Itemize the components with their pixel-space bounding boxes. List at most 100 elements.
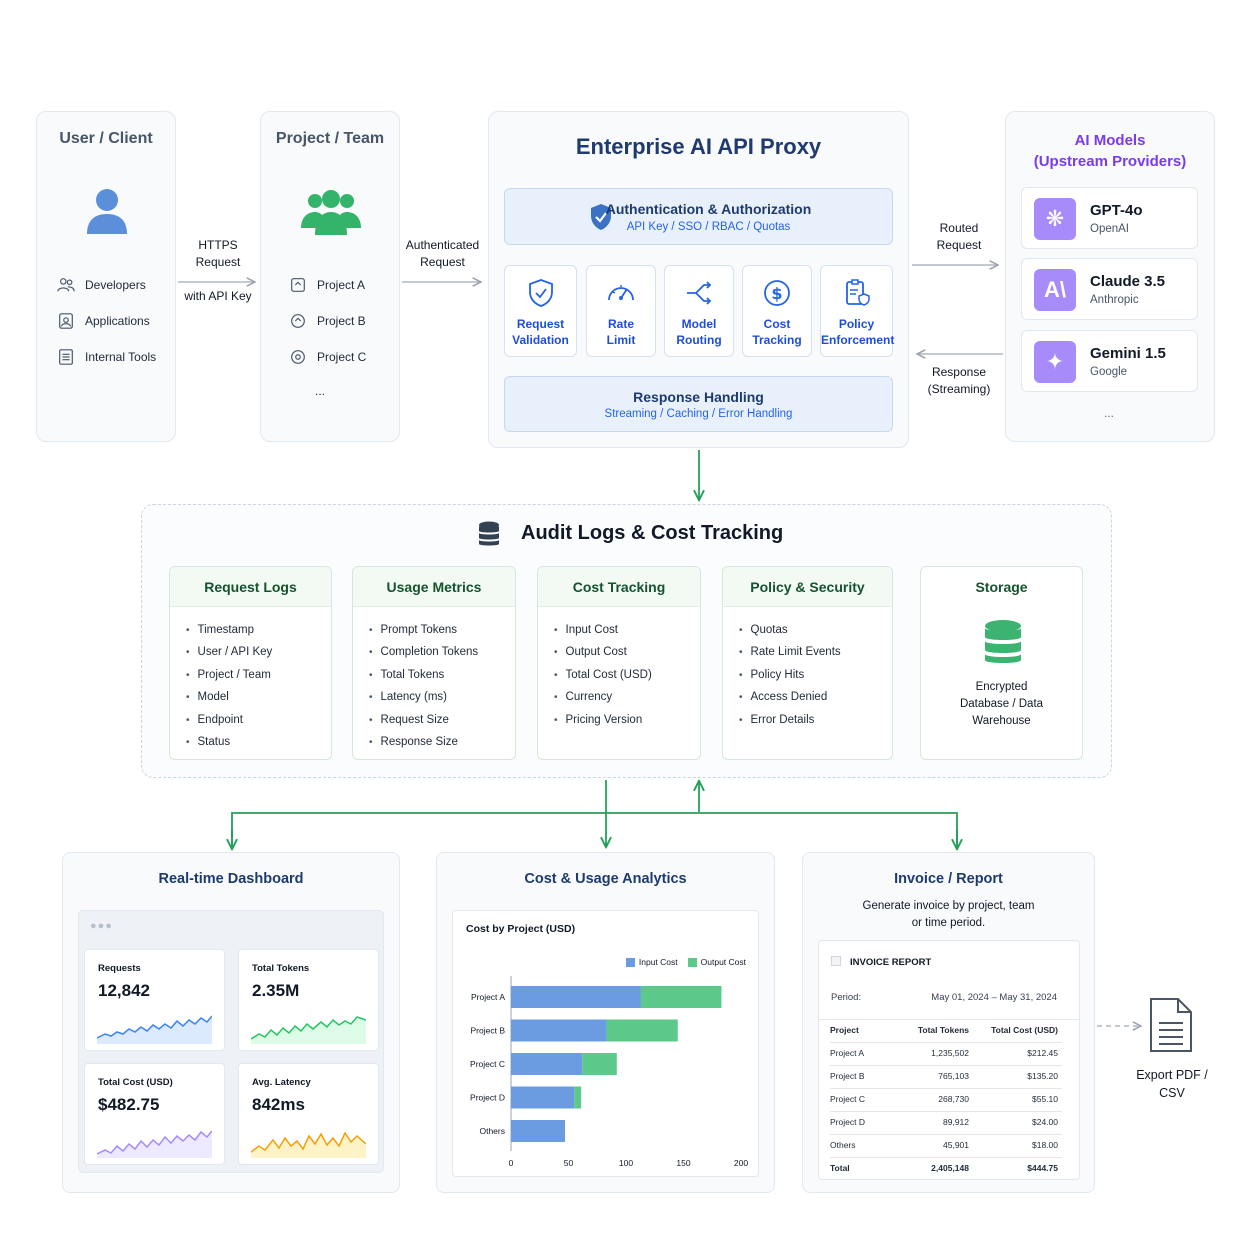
legend-output: Output Cost: [687, 957, 746, 967]
user-client-panel: User / Client Developers Applications In…: [36, 111, 176, 442]
report-title: INVOICE REPORT: [850, 957, 932, 968]
client-item-label: Internal Tools: [85, 350, 157, 364]
project-more: ...: [315, 384, 326, 398]
shield-check-icon: [591, 204, 611, 230]
card-title: Storage: [921, 567, 1082, 607]
window-dots: ●●●: [90, 920, 113, 932]
policy-icon: [845, 279, 870, 306]
report-icon: [831, 956, 841, 966]
table-cell: 1,235,502: [931, 1048, 969, 1058]
project-icon: [291, 314, 305, 328]
step-label-line: Tracking: [752, 333, 802, 347]
chart-legend: Input Cost Output Cost: [625, 957, 746, 967]
step-label: Cost Tracking: [743, 316, 811, 348]
project-item-c: Project C: [289, 348, 366, 366]
list-item: Endpoint: [186, 712, 272, 734]
chart-title: Cost by Project (USD): [466, 923, 576, 935]
table-cell: $444.75: [1027, 1163, 1058, 1173]
category-label: Project C: [470, 1059, 505, 1069]
models-more: ...: [1104, 406, 1115, 420]
metric-label: Total Tokens: [252, 963, 310, 974]
client-item-applications: Applications: [57, 312, 150, 330]
svg-text:$: $: [771, 284, 782, 303]
period-value: May 01, 2024 – May 31, 2024: [931, 992, 1057, 1003]
x-tick-label: 200: [734, 1158, 748, 1168]
list-item: Output Cost: [554, 644, 652, 666]
metric-avg-latency: Avg. Latency 842ms: [238, 1063, 379, 1165]
anthropic-icon: A\: [1034, 269, 1076, 311]
table-cell: Project B: [830, 1071, 865, 1081]
invoice-desc: Generate invoice by project, team or tim…: [803, 898, 1094, 932]
sparkline: [251, 1131, 366, 1158]
project-item-label: Project B: [317, 314, 366, 328]
gemini-icon: ✦: [1034, 341, 1076, 383]
https-label-line: HTTPS: [198, 238, 238, 252]
card-storage: Storage Encrypted Database / Data Wareho…: [920, 566, 1083, 760]
table-row: Others 45,901 $18.00: [830, 1135, 1062, 1158]
project-icon: [291, 278, 305, 292]
table-cell: $55.10: [1032, 1094, 1058, 1104]
export-label-line: Export PDF /: [1136, 1068, 1208, 1082]
document-icon: [59, 349, 73, 365]
category-label: Project D: [470, 1093, 505, 1103]
invoice-desc-line: Generate invoice by project, team: [862, 900, 1035, 912]
category-label: Project B: [471, 1026, 506, 1036]
step-label-line: Validation: [512, 333, 569, 347]
list-item: Policy Hits: [739, 667, 841, 689]
bar-input-cost: [511, 986, 641, 1008]
card-title: Usage Metrics: [353, 567, 515, 607]
authenticated-label: Authenticated Request: [400, 237, 485, 271]
routed-label-line: Routed: [939, 221, 979, 235]
list-item: Total Cost (USD): [554, 667, 652, 689]
https-label-line: Request: [195, 255, 241, 269]
response-label: Response (Streaming): [918, 364, 1000, 398]
bar-input-cost: [511, 1086, 575, 1109]
list-item: Status: [186, 734, 272, 756]
file-icon: [1150, 998, 1192, 1052]
table-cell: $18.00: [1032, 1140, 1058, 1150]
auth-label-line: Request: [420, 255, 465, 269]
invoice-title: Invoice / Report: [894, 871, 1003, 887]
table-row: Project B 765,103 $135.20: [830, 1066, 1062, 1089]
card-request-logs: Request Logs Timestamp User / API Key Pr…: [169, 566, 332, 760]
list-item: Error Details: [739, 712, 841, 734]
auth-label-line: Authenticated: [405, 238, 480, 252]
x-tick-label: 150: [676, 1158, 690, 1168]
metric-value: 12,842: [98, 981, 150, 1000]
metric-value: 842ms: [252, 1095, 305, 1114]
openai-icon: ❋: [1034, 198, 1076, 240]
table-row: Project C 268,730 $55.10: [830, 1089, 1062, 1112]
table-cell: 45,901: [943, 1140, 969, 1150]
header-cell: Total Tokens: [917, 1025, 969, 1035]
invoice-desc-line: or time period.: [911, 917, 986, 929]
metric-total-tokens: Total Tokens 2.35M: [238, 949, 379, 1051]
card-usage-metrics: Usage Metrics Prompt Tokens Completion T…: [352, 566, 516, 760]
card-title: Policy & Security: [723, 567, 892, 607]
bar-output-cost: [574, 1086, 582, 1109]
list-item: Pricing Version: [554, 712, 652, 734]
https-label: HTTPS Request: [178, 237, 258, 271]
export-label-line: CSV: [1159, 1086, 1185, 1100]
step-label-line: Policy: [838, 317, 875, 331]
bar-input-cost: [511, 1120, 566, 1142]
card-list: Prompt Tokens Completion Tokens Total To…: [369, 622, 479, 756]
list-item: Project / Team: [186, 667, 272, 689]
category-label: Project A: [471, 992, 505, 1002]
project-team-title: Project / Team: [275, 130, 385, 147]
card-list: Quotas Rate Limit Events Policy Hits Acc…: [739, 622, 841, 734]
table-cell: Project C: [830, 1094, 865, 1104]
model-gpt4o: ❋ GPT-4o OpenAI: [1021, 187, 1198, 249]
models-title-line: (Upstream Providers): [1033, 153, 1187, 170]
table-row: Project A 1,235,502 $212.45: [830, 1043, 1062, 1066]
bar-chart: Project A Project B Project C Project D Othe…: [470, 976, 748, 1168]
chart-card: Cost by Project (USD) Input Cost Output …: [452, 910, 759, 1177]
table-cell: Others: [830, 1140, 856, 1150]
metric-requests: Requests 12,842: [84, 949, 225, 1051]
list-item: Model: [186, 689, 272, 711]
auth-title: Authentication & Authorization: [605, 201, 812, 217]
storage-desc-line: Database / Data: [959, 698, 1044, 710]
list-item: Quotas: [739, 622, 841, 644]
legend-swatch-output: [687, 957, 697, 967]
table-header: Project Total Tokens Total Cost (USD): [830, 1020, 1062, 1043]
